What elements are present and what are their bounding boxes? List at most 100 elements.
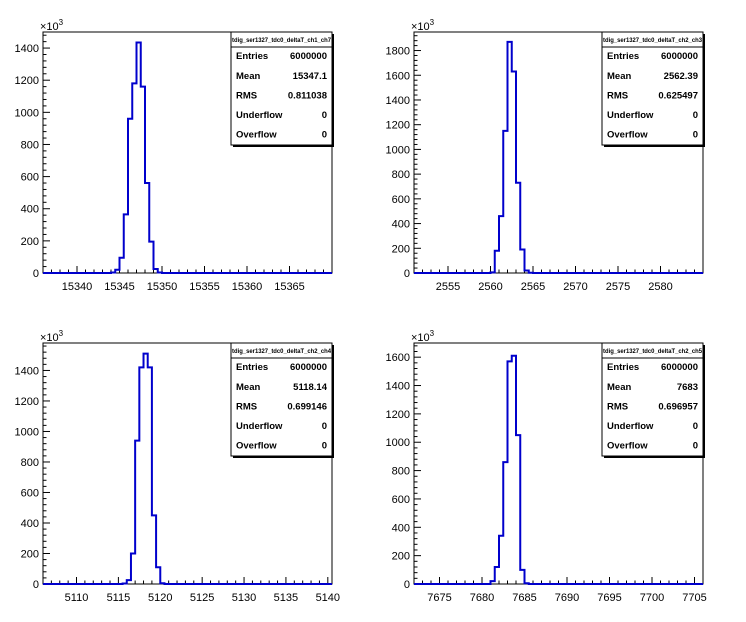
histogram-bin (127, 580, 131, 584)
stats-label-rms: RMS (236, 90, 257, 101)
histogram-bin (508, 361, 512, 584)
histogram-bin (132, 83, 136, 273)
y-tick-label: 1400 (15, 43, 39, 55)
stats-value-mean: 15347.1 (293, 71, 328, 82)
histogram-bin (120, 258, 124, 273)
stats-label-rms: RMS (607, 90, 628, 101)
y-tick-label: 600 (21, 487, 39, 499)
y-tick-label: 1800 (386, 46, 410, 58)
y-tick-label: 1400 (15, 365, 39, 377)
y-tick-label: 1200 (15, 396, 39, 408)
histogram-bin (491, 272, 495, 273)
y-tick-label: 0 (33, 268, 39, 280)
histogram-bin (503, 131, 507, 273)
y-tick-label: 200 (21, 236, 39, 248)
stats-value-mean: 7683 (677, 382, 698, 393)
stats-box (230, 31, 333, 146)
y-tick-label: 200 (392, 551, 410, 563)
histogram-bin (495, 251, 499, 273)
histogram-bin (148, 367, 152, 584)
histogram-bin (499, 216, 503, 273)
x-tick-label: 5125 (190, 592, 214, 604)
histogram-bin (156, 567, 160, 584)
stats-label-mean: Mean (607, 382, 631, 393)
stats-box-title: tdig_ser1327_tdc0_deltaT_ch2_ch3 (603, 37, 703, 44)
stats-value-rms: 0.625497 (658, 90, 698, 101)
y-tick-label: 800 (21, 457, 39, 469)
stats-label-mean: Mean (236, 382, 260, 393)
stats-value-overflow: 0 (693, 441, 698, 452)
stats-value-rms: 0.699146 (287, 401, 327, 412)
stats-value-entries: 6000000 (661, 51, 698, 62)
stats-value-overflow: 0 (322, 441, 327, 452)
y-exponent-label: ×103 (40, 18, 64, 33)
histogram-bin (495, 567, 499, 584)
histogram-bin (145, 183, 149, 273)
stats-value-underflow: 0 (693, 421, 698, 432)
x-tick-label: 2565 (521, 281, 545, 293)
y-tick-label: 600 (392, 494, 410, 506)
x-tick-label: 2570 (563, 281, 587, 293)
stats-value-mean: 2562.39 (664, 71, 698, 82)
histogram-bin (154, 269, 158, 273)
stats-value-overflow: 0 (693, 130, 698, 141)
stats-box (601, 31, 704, 146)
stats-label-mean: Mean (607, 71, 631, 82)
stats-box-title: tdig_ser1327_tdc0_deltaT_ch2_ch4 (232, 348, 332, 355)
x-tick-label: 2575 (606, 281, 630, 293)
x-tick-label: 5130 (232, 592, 256, 604)
histogram-bin (149, 242, 153, 273)
y-tick-label: 1200 (386, 120, 410, 132)
y-tick-label: 1600 (386, 70, 410, 82)
x-tick-label: 2560 (478, 281, 502, 293)
histogram-bin (525, 271, 529, 273)
y-tick-label: 200 (21, 548, 39, 560)
x-tick-label: 7695 (597, 592, 621, 604)
y-tick-label: 1000 (386, 437, 410, 449)
y-tick-label: 400 (392, 219, 410, 231)
stats-box (601, 342, 704, 457)
histogram-bin (520, 250, 524, 273)
x-tick-label: 15340 (62, 281, 93, 293)
histogram-bin (516, 183, 520, 273)
y-tick-label: 400 (392, 522, 410, 534)
histogram-bin (135, 441, 139, 584)
x-tick-label: 7680 (470, 592, 494, 604)
stats-value-rms: 0.696957 (658, 401, 698, 412)
histogram-bin (115, 270, 119, 273)
histogram-panel-2: 2555 2560 2565 2570 2575 2580 0 200 400 600 800 100… (386, 18, 705, 293)
histogram-bin (139, 367, 143, 584)
stats-label-rms: RMS (607, 401, 628, 412)
histogram-panel-3: 5110 5115 5120 5125 5130 5135 5140 0 200 400 600 80… (15, 329, 341, 604)
stats-box-title: tdig_ser1327_tdc0_deltaT_ch2_ch5 (603, 348, 703, 355)
y-tick-label: 1400 (386, 95, 410, 107)
histogram-bin (520, 570, 524, 584)
y-tick-label: 400 (21, 518, 39, 530)
histogram-bin (144, 354, 148, 584)
stats-label-overflow: Overflow (236, 130, 277, 141)
y-tick-label: 800 (392, 169, 410, 181)
histogram-bin (137, 42, 141, 273)
y-tick-label: 1400 (386, 381, 410, 393)
histogram-bin (512, 72, 516, 273)
x-tick-label: 5115 (107, 592, 131, 604)
x-tick-label: 5135 (274, 592, 298, 604)
y-tick-label: 600 (392, 194, 410, 206)
y-tick-label: 1600 (386, 352, 410, 364)
x-tick-label: 15365 (274, 281, 305, 293)
histogram-bin (152, 515, 156, 584)
stats-value-entries: 6000000 (661, 362, 698, 373)
histogram-bin (512, 356, 516, 584)
x-tick-label: 5120 (148, 592, 172, 604)
stats-label-underflow: Underflow (236, 110, 283, 121)
histogram-bin (141, 87, 145, 273)
x-tick-label: 5140 (316, 592, 340, 604)
histogram-outline (43, 352, 332, 585)
stats-label-rms: RMS (236, 401, 257, 412)
stats-value-underflow: 0 (693, 110, 698, 121)
stats-label-entries: Entries (607, 51, 639, 62)
stats-value-underflow: 0 (322, 110, 327, 121)
y-tick-label: 1000 (386, 144, 410, 156)
stats-value-underflow: 0 (322, 421, 327, 432)
